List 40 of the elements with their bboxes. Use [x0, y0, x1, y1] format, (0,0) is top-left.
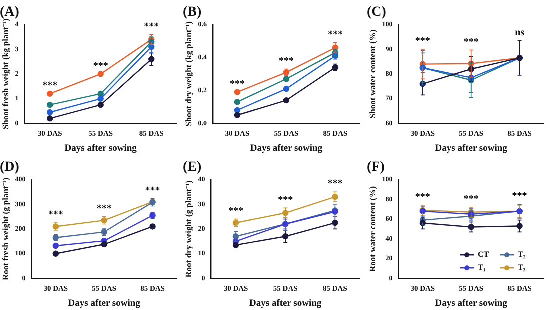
annotation: ***: [144, 21, 160, 32]
y-axis-title: Shoot dry weight (kg plant⁻¹): [184, 21, 194, 127]
annotation: ***: [328, 29, 344, 40]
y-axis-title: Root dry weight (g plant⁻¹): [184, 180, 194, 278]
y-axis-title: Root water content (%): [366, 186, 377, 272]
chart-title: (F): [366, 160, 385, 176]
legend-label: CT: [478, 250, 490, 260]
y-axis-title: Root fresh weight (g plant⁻¹): [0, 178, 10, 281]
chart-title: (C): [366, 5, 386, 20]
x-axis-title: Days after sowing: [434, 144, 508, 154]
annotation: ***: [230, 78, 246, 90]
annotation: ***: [415, 192, 430, 204]
annotation: ***: [512, 191, 527, 202]
chart-title: (D): [0, 160, 20, 176]
annotation: ***: [279, 56, 294, 67]
legend-label: T₁: [478, 263, 486, 272]
x-axis-title: Days after sowing: [68, 298, 141, 309]
annotation: ***: [96, 203, 112, 214]
annotation: ns: [514, 27, 524, 38]
annotation: ***: [93, 60, 108, 72]
legend-label: T₃: [518, 263, 526, 272]
annotation: ***: [328, 178, 343, 190]
x-axis-title: Days after sowing: [434, 298, 508, 309]
legend-label: T₂: [518, 250, 526, 260]
annotation: ***: [48, 210, 64, 221]
chart-title: (A): [0, 5, 20, 20]
x-axis-title: Days after sowing: [64, 144, 138, 154]
chart-title: (E): [183, 160, 202, 176]
y-axis-title: Shoot fresh weight (kg plant⁻¹): [0, 18, 10, 130]
chart-title: (B): [183, 5, 202, 20]
annotation: ***: [415, 36, 430, 48]
annotation: ***: [42, 80, 58, 92]
y-axis-title: Shoot water content (%): [366, 30, 377, 119]
annotation: ***: [278, 194, 294, 206]
x-axis-title: Days after sowing: [250, 144, 324, 154]
annotation: ***: [463, 36, 478, 48]
x-axis-title: Days after sowing: [250, 298, 322, 309]
annotation: ***: [228, 206, 244, 217]
annotation: ***: [463, 194, 478, 206]
annotation: ***: [145, 185, 160, 196]
